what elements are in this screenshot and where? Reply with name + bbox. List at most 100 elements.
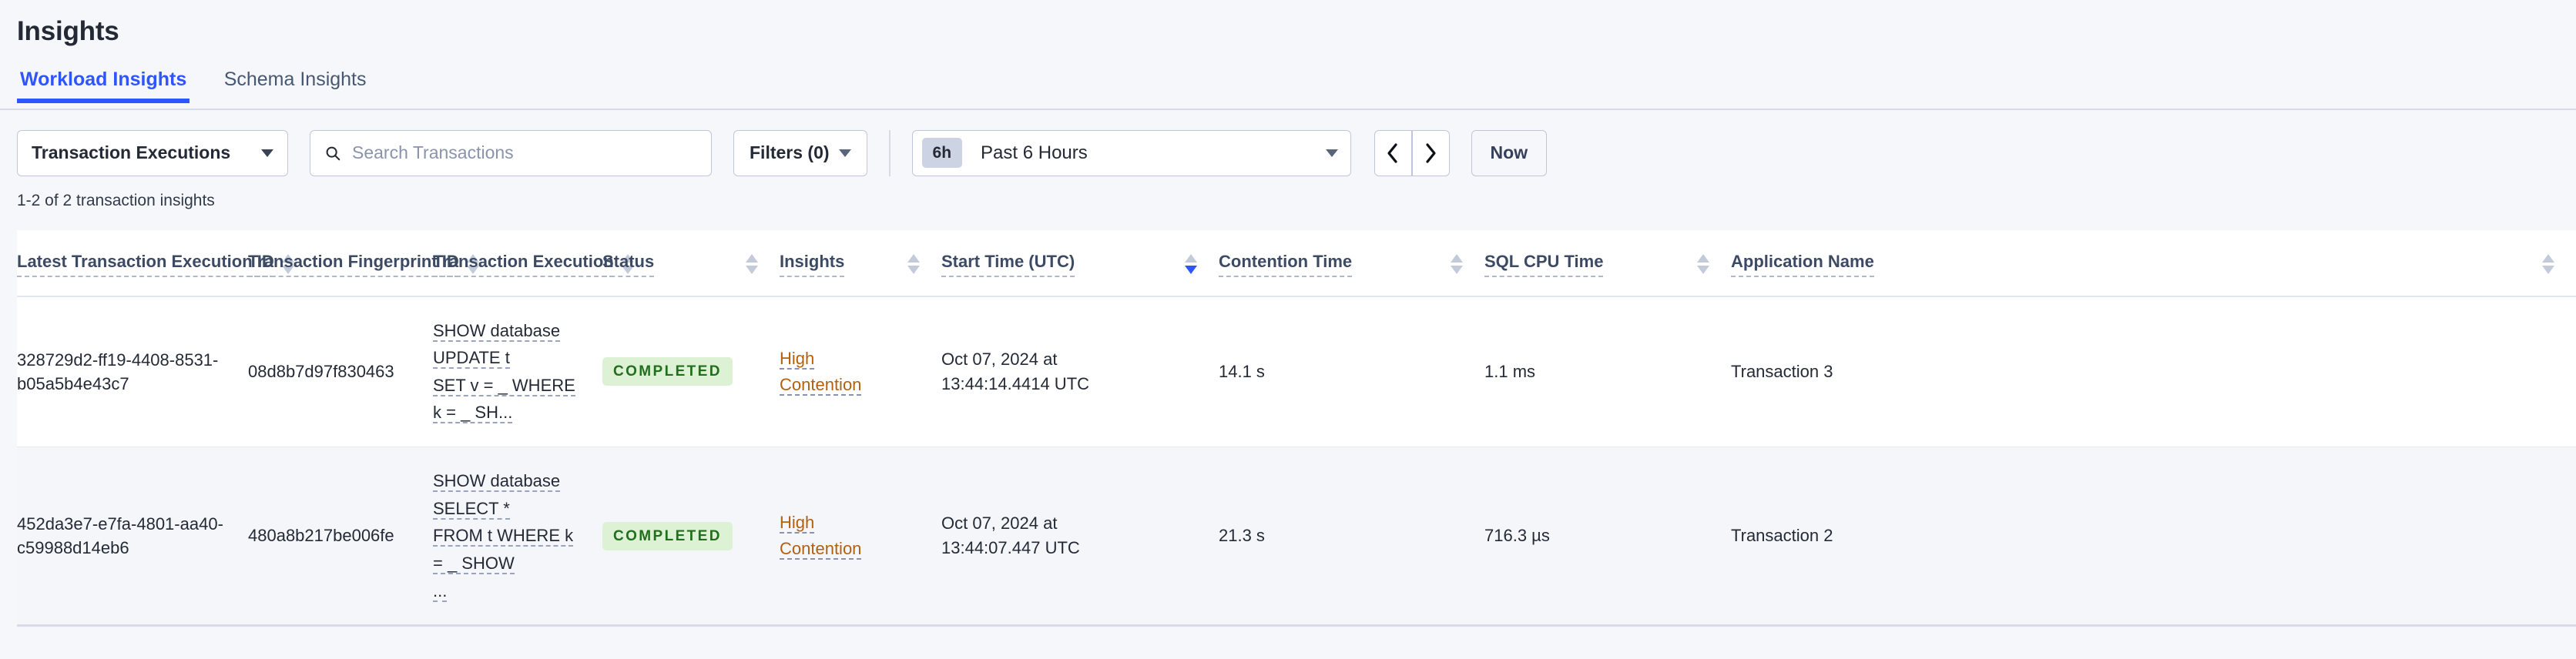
cell-status: COMPLETED bbox=[602, 447, 780, 625]
sort-toggle-transaction-execution[interactable] bbox=[621, 254, 634, 274]
cell-fingerprint-id: 08d8b7d97f830463 bbox=[248, 296, 433, 447]
search-transactions-box[interactable] bbox=[310, 129, 712, 176]
tab-workload-insights-label: Workload Insights bbox=[20, 68, 187, 90]
transaction-type-select[interactable]: Transaction Executions bbox=[17, 129, 288, 176]
col-label[interactable]: Application Name bbox=[1731, 252, 1874, 277]
sql-line: SET v = _ WHERE k = _ SH... bbox=[433, 375, 575, 424]
filters-button-label: Filters (0) bbox=[750, 142, 830, 162]
cell-execution-id[interactable]: 452da3e7-e7fa-4801-aa40-c59988d14eb6 bbox=[17, 447, 248, 625]
sort-toggle-start-time-utc[interactable] bbox=[1185, 254, 1197, 274]
cell-contention-time: 21.3 s bbox=[1219, 447, 1484, 625]
col-label[interactable]: SQL CPU Time bbox=[1484, 252, 1604, 277]
status-badge: COMPLETED bbox=[602, 357, 733, 386]
toolbar-divider bbox=[888, 129, 891, 176]
sort-asc-icon bbox=[2542, 254, 2554, 263]
cell-transaction-execution[interactable]: SHOW database UPDATE t SET v = _ WHERE k… bbox=[433, 296, 602, 447]
col-header-transaction-fingerprint-id: Transaction Fingerprint ID bbox=[248, 229, 479, 297]
cell-application-name: Transaction 2 bbox=[1731, 447, 2576, 625]
cell-start-time: Oct 07, 2024 at 13:44:07.447 UTC bbox=[941, 447, 1219, 625]
cell-start-time: Oct 07, 2024 at 13:44:14.4414 UTC bbox=[941, 296, 1219, 447]
sort-toggle-status[interactable] bbox=[746, 254, 758, 274]
tab-schema-insights[interactable]: Schema Insights bbox=[221, 68, 370, 102]
transaction-type-select-label: Transaction Executions bbox=[32, 142, 231, 162]
insight-line: High bbox=[780, 512, 815, 534]
insights-table-head: Latest Transaction Execution ID Transact… bbox=[17, 229, 2576, 297]
start-time-line: Oct 07, 2024 at bbox=[941, 513, 1058, 534]
cell-status: COMPLETED bbox=[602, 296, 780, 447]
sort-asc-icon bbox=[1697, 254, 1709, 263]
insight-high-contention-link[interactable]: High Contention bbox=[780, 346, 920, 398]
tab-workload-insights[interactable]: Workload Insights bbox=[17, 68, 190, 103]
search-input[interactable] bbox=[352, 142, 697, 163]
time-next-button[interactable] bbox=[1411, 129, 1450, 176]
sort-desc-icon bbox=[746, 266, 758, 274]
table-row[interactable]: 328729d2-ff19-4408-8531-b05a5b4e43c7 08d… bbox=[17, 296, 2576, 447]
cell-sql-cpu-time: 1.1 ms bbox=[1484, 296, 1731, 447]
cell-transaction-execution[interactable]: SHOW database SELECT * FROM t WHERE k = … bbox=[433, 447, 602, 625]
col-label[interactable]: Insights bbox=[780, 252, 845, 277]
sort-toggle-transaction-fingerprint-id[interactable] bbox=[466, 254, 479, 274]
insights-table-body: 328729d2-ff19-4408-8531-b05a5b4e43c7 08d… bbox=[17, 296, 2576, 625]
sql-line: SHOW database SELECT * bbox=[433, 471, 561, 520]
time-range-pill: 6h bbox=[921, 138, 963, 168]
chevron-down-icon bbox=[261, 149, 273, 157]
col-label[interactable]: Transaction Fingerprint ID bbox=[248, 252, 459, 277]
result-count: 1-2 of 2 transaction insights bbox=[17, 191, 215, 209]
col-header-contention-time: Contention Time bbox=[1219, 229, 1484, 297]
sort-desc-icon bbox=[2542, 266, 2554, 274]
page-header: Insights bbox=[0, 0, 2576, 47]
insight-high-contention-link[interactable]: High Contention bbox=[780, 510, 920, 562]
sort-asc-icon bbox=[1185, 254, 1197, 263]
chevron-right-icon bbox=[1426, 142, 1436, 163]
col-header-sql-cpu-time: SQL CPU Time bbox=[1484, 229, 1731, 297]
tab-bar: Workload Insights Schema Insights bbox=[0, 68, 2576, 110]
sort-asc-icon bbox=[907, 254, 920, 263]
sort-toggle-insights[interactable] bbox=[907, 254, 920, 274]
sort-asc-icon bbox=[621, 254, 634, 263]
insight-line: Contention bbox=[780, 374, 862, 396]
sort-toggle-latest-transaction-execution-id[interactable] bbox=[281, 254, 294, 274]
chevron-down-icon bbox=[838, 149, 851, 157]
col-header-status: Status bbox=[602, 229, 780, 297]
col-label[interactable]: Transaction Execution bbox=[433, 252, 614, 277]
col-label[interactable]: Latest Transaction Execution ID bbox=[17, 252, 274, 277]
sql-line: SHOW database UPDATE t bbox=[433, 320, 561, 370]
sort-toggle-sql-cpu-time[interactable] bbox=[1697, 254, 1709, 274]
cell-contention-time: 14.1 s bbox=[1219, 296, 1484, 447]
insight-line: High bbox=[780, 348, 815, 370]
sort-desc-icon bbox=[907, 266, 920, 274]
filters-button[interactable]: Filters (0) bbox=[733, 129, 867, 176]
table-row[interactable]: 452da3e7-e7fa-4801-aa40-c59988d14eb6 480… bbox=[17, 447, 2576, 625]
sort-toggle-application-name[interactable] bbox=[2542, 254, 2554, 274]
sort-toggle-contention-time[interactable] bbox=[1451, 254, 1463, 274]
sort-desc-icon bbox=[281, 266, 294, 274]
col-header-application-name: Application Name bbox=[1731, 229, 2576, 297]
page-title: Insights bbox=[17, 16, 119, 46]
tab-schema-insights-label: Schema Insights bbox=[223, 68, 367, 90]
sort-desc-icon bbox=[1697, 266, 1709, 274]
start-time-line: 13:44:07.447 UTC bbox=[941, 538, 1080, 558]
start-time-line: 13:44:14.4414 UTC bbox=[941, 373, 1090, 393]
sql-line: ... bbox=[433, 580, 448, 602]
col-label[interactable]: Start Time (UTC) bbox=[941, 252, 1075, 277]
cell-insights: High Contention bbox=[780, 447, 941, 625]
cell-execution-id[interactable]: 328729d2-ff19-4408-8531-b05a5b4e43c7 bbox=[17, 296, 248, 447]
toolbar: Transaction Executions Filters (0) 6h Pa… bbox=[0, 110, 2576, 176]
col-label[interactable]: Contention Time bbox=[1219, 252, 1353, 277]
col-header-insights: Insights bbox=[780, 229, 941, 297]
cell-sql-cpu-time: 716.3 µs bbox=[1484, 447, 1731, 625]
cell-application-name: Transaction 3 bbox=[1731, 296, 2576, 447]
sort-asc-icon bbox=[466, 254, 479, 263]
time-range-select[interactable]: 6h Past 6 Hours bbox=[911, 129, 1351, 176]
now-button[interactable]: Now bbox=[1471, 129, 1548, 176]
col-label[interactable]: Status bbox=[602, 252, 655, 277]
start-time-line: Oct 07, 2024 at bbox=[941, 349, 1058, 369]
insights-table: Latest Transaction Execution ID Transact… bbox=[17, 229, 2576, 625]
chevron-left-icon bbox=[1387, 142, 1397, 163]
time-prev-button[interactable] bbox=[1374, 129, 1412, 176]
chevron-down-icon bbox=[1325, 149, 1338, 157]
sort-desc-icon bbox=[1451, 266, 1463, 274]
sort-desc-icon bbox=[1185, 266, 1197, 274]
cell-fingerprint-id: 480a8b217be006fe bbox=[248, 447, 433, 625]
search-icon bbox=[326, 146, 340, 160]
